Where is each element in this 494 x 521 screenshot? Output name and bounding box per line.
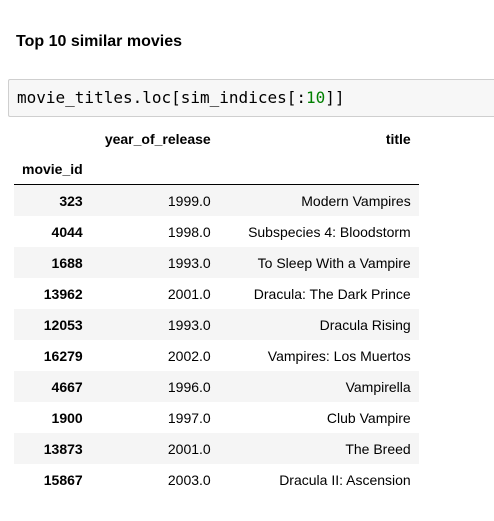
cell-title: Modern Vampires: [301, 192, 411, 209]
code-cell[interactable]: movie_titles.loc[sim_indices[:10]]: [8, 79, 494, 117]
blank-header-cell: [219, 154, 419, 185]
cell-title: Vampires: Los Muertos: [267, 347, 411, 364]
row-index-movie-id: 323: [59, 192, 83, 209]
dataframe-table: year_of_release title movie_id 323 1999.0…: [14, 124, 419, 495]
row-index-movie-id: 4044: [51, 223, 83, 240]
table-body: 323 1999.0 Modern Vampires 4044 1998.0 Subspe…: [14, 184, 419, 496]
cell-year-of-release: 2003.0: [167, 471, 211, 488]
cell-year-of-release: 2001.0: [167, 440, 211, 457]
cell-title: Dracula: The Dark Prince: [253, 285, 411, 302]
row-index-movie-id: 1688: [51, 254, 83, 271]
row-index-movie-id: 13873: [43, 440, 83, 457]
column-header-title: title: [385, 131, 411, 147]
code-prefix: movie_titles.loc[sim_indices[:: [17, 88, 306, 107]
cell-year-of-release: 1997.0: [167, 409, 211, 426]
table-row: 4044 1998.0 Subspecies 4: Bloodstorm: [14, 216, 419, 247]
table-row: 1900 1997.0 Club Vampire: [14, 402, 419, 433]
cell-title: The Breed: [345, 440, 411, 457]
row-index-movie-id: 12053: [43, 316, 83, 333]
cell-year-of-release: 2002.0: [167, 347, 211, 364]
cell-year-of-release: 1993.0: [167, 254, 211, 271]
blank-header-cell: [91, 154, 219, 185]
cell-year-of-release: 1993.0: [167, 316, 211, 333]
row-index-movie-id: 4667: [51, 378, 83, 395]
code-suffix: ]]: [325, 88, 345, 107]
blank-header-cell: [14, 124, 91, 154]
table-row: 1688 1993.0 To Sleep With a Vampire: [14, 247, 419, 278]
cell-year-of-release: 1998.0: [167, 223, 211, 240]
table-row: 16279 2002.0 Vampires: Los Muertos: [14, 340, 419, 371]
table-row: 13962 2001.0 Dracula: The Dark Prince: [14, 278, 419, 309]
code-number: 10: [305, 88, 326, 107]
row-index-movie-id: 16279: [43, 347, 83, 364]
cell-title: Subspecies 4: Bloodstorm: [248, 223, 411, 240]
table-row: 323 1999.0 Modern Vampires: [14, 184, 419, 216]
cell-title: Club Vampire: [326, 409, 411, 426]
cell-title: Vampirella: [345, 378, 411, 395]
cell-year-of-release: 1999.0: [167, 192, 211, 209]
column-header-row: year_of_release title: [14, 124, 419, 154]
code-line[interactable]: movie_titles.loc[sim_indices[:10]]: [17, 88, 345, 108]
index-name-header: movie_id: [22, 161, 83, 177]
cell-year-of-release: 1996.0: [167, 378, 211, 395]
index-name-row: movie_id: [14, 154, 419, 185]
cell-title: To Sleep With a Vampire: [257, 254, 411, 271]
row-index-movie-id: 13962: [43, 285, 83, 302]
table-row: 13873 2001.0 The Breed: [14, 433, 419, 464]
column-header-year: year_of_release: [104, 131, 211, 147]
table-row: 4667 1996.0 Vampirella: [14, 371, 419, 402]
table-row: 15867 2003.0 Dracula II: Ascension: [14, 464, 419, 495]
cell-title: Dracula II: Ascension: [279, 471, 411, 488]
row-index-movie-id: 1900: [51, 409, 83, 426]
cell-year-of-release: 2001.0: [167, 285, 211, 302]
cell-title: Dracula Rising: [319, 316, 411, 333]
row-index-movie-id: 15867: [43, 471, 83, 488]
section-heading: Top 10 similar movies: [16, 33, 182, 50]
table-row: 12053 1993.0 Dracula Rising: [14, 309, 419, 340]
